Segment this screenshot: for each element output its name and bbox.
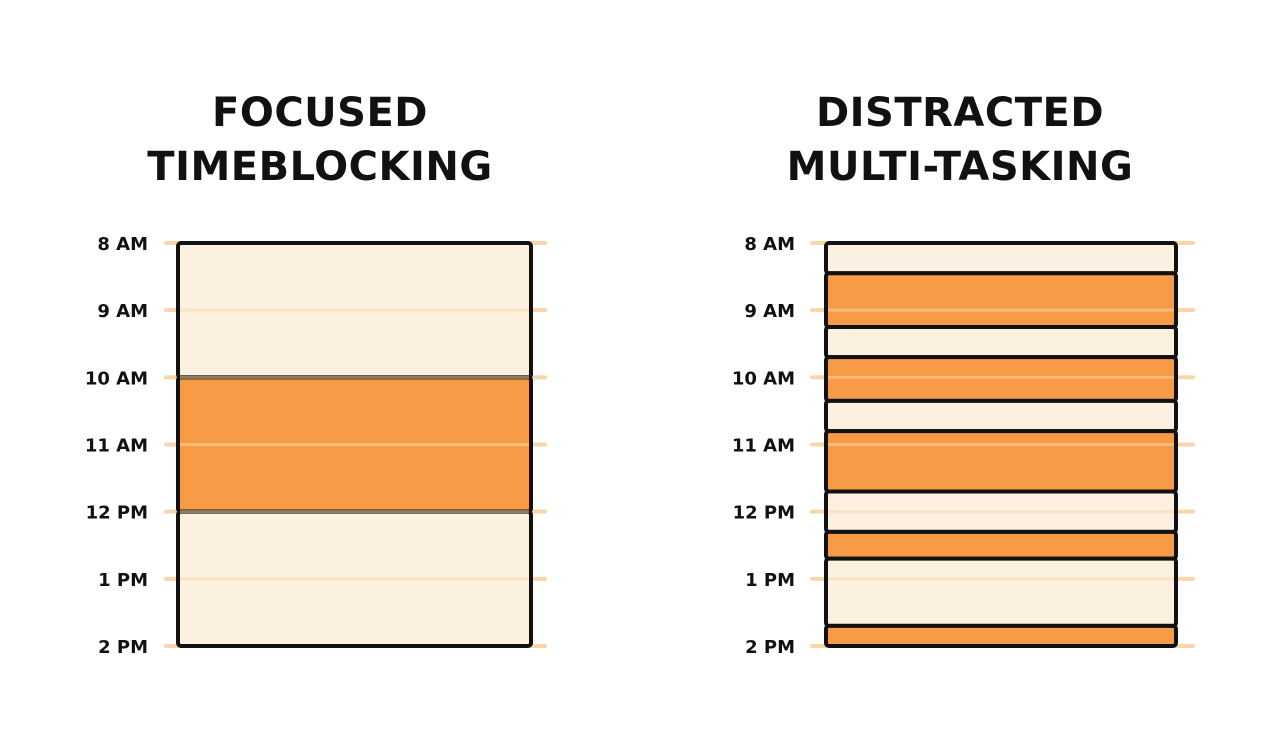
time-label: 2 PM bbox=[745, 637, 795, 658]
time-label: 8 AM bbox=[744, 234, 795, 255]
distracted-title-line1: DISTRACTED bbox=[815, 90, 1105, 136]
time-label: 2 PM bbox=[98, 637, 148, 658]
time-label: 10 AM bbox=[732, 368, 795, 389]
break-block bbox=[824, 324, 1178, 360]
time-label: 1 PM bbox=[98, 570, 148, 591]
time-label: 9 AM bbox=[744, 301, 795, 322]
focus-block bbox=[824, 271, 1178, 329]
focus-block bbox=[824, 623, 1178, 648]
time-label: 12 PM bbox=[86, 503, 148, 524]
time-label: 12 PM bbox=[733, 503, 795, 524]
focus-block bbox=[824, 429, 1178, 494]
break-block bbox=[824, 241, 1178, 276]
break-block bbox=[824, 556, 1178, 628]
focused-schedule: 8 AM 9 AM 10 AM 11 AM 12 PM 1 PM 2 PM bbox=[85, 234, 547, 658]
focus-block bbox=[824, 355, 1178, 403]
distracted-panel: DISTRACTED MULTI-TASKING 8 AM 9 AM 10 AM 11… bbox=[640, 0, 1280, 751]
time-label: 11 AM bbox=[732, 436, 795, 457]
focused-panel: FOCUSED TIMEBLOCKING 8 AM 9 AM 10 AM 11 AM 1… bbox=[0, 86, 640, 658]
focused-title-line2: TIMEBLOCKING bbox=[147, 144, 493, 190]
time-label: 8 AM bbox=[97, 234, 148, 255]
time-label: 9 AM bbox=[97, 301, 148, 322]
focused-title: FOCUSED TIMEBLOCKING bbox=[0, 86, 640, 194]
break-block bbox=[824, 398, 1178, 434]
distracted-schedule: 8 AM 9 AM 10 AM 11 AM 12 PM 1 PM 2 PM bbox=[732, 234, 1195, 658]
distracted-title-line2: MULTI-TASKING bbox=[786, 144, 1134, 190]
distracted-title: DISTRACTED MULTI-TASKING bbox=[640, 86, 1280, 194]
time-label: 1 PM bbox=[745, 570, 795, 591]
focused-title-line1: FOCUSED bbox=[212, 90, 428, 136]
time-label: 11 AM bbox=[85, 436, 148, 457]
focus-block bbox=[824, 529, 1178, 561]
time-label: 10 AM bbox=[85, 368, 148, 389]
